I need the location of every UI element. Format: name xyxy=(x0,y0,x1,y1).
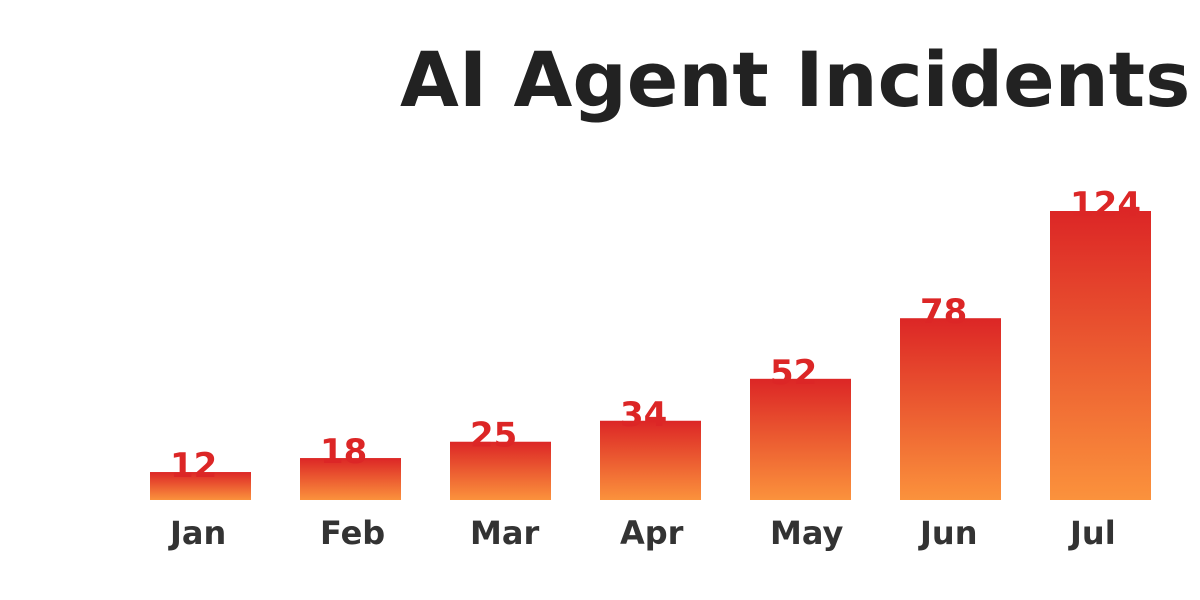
x-tick-label: Apr xyxy=(620,514,684,552)
value-label: 12 xyxy=(170,446,217,486)
bar xyxy=(900,318,1001,500)
x-tick-label: Jul xyxy=(1068,514,1116,552)
value-label: 34 xyxy=(620,395,667,435)
bar xyxy=(600,420,701,500)
value-label: 78 xyxy=(920,292,967,332)
x-tick-label: May xyxy=(770,514,843,552)
bar xyxy=(1050,211,1151,500)
bar xyxy=(750,378,851,500)
bar xyxy=(300,458,401,500)
value-label: 124 xyxy=(1070,185,1141,225)
chart-title: AI Agent Incidents xyxy=(400,35,1190,124)
x-tick-label: Mar xyxy=(470,514,539,552)
x-tick-label: Jun xyxy=(918,514,977,552)
value-label: 18 xyxy=(320,432,367,472)
x-tick-label: Feb xyxy=(320,514,385,552)
value-label: 52 xyxy=(770,353,817,393)
value-label: 25 xyxy=(470,416,517,456)
bar xyxy=(150,472,251,500)
x-tick-label: Jan xyxy=(168,514,226,552)
bar xyxy=(450,441,551,500)
